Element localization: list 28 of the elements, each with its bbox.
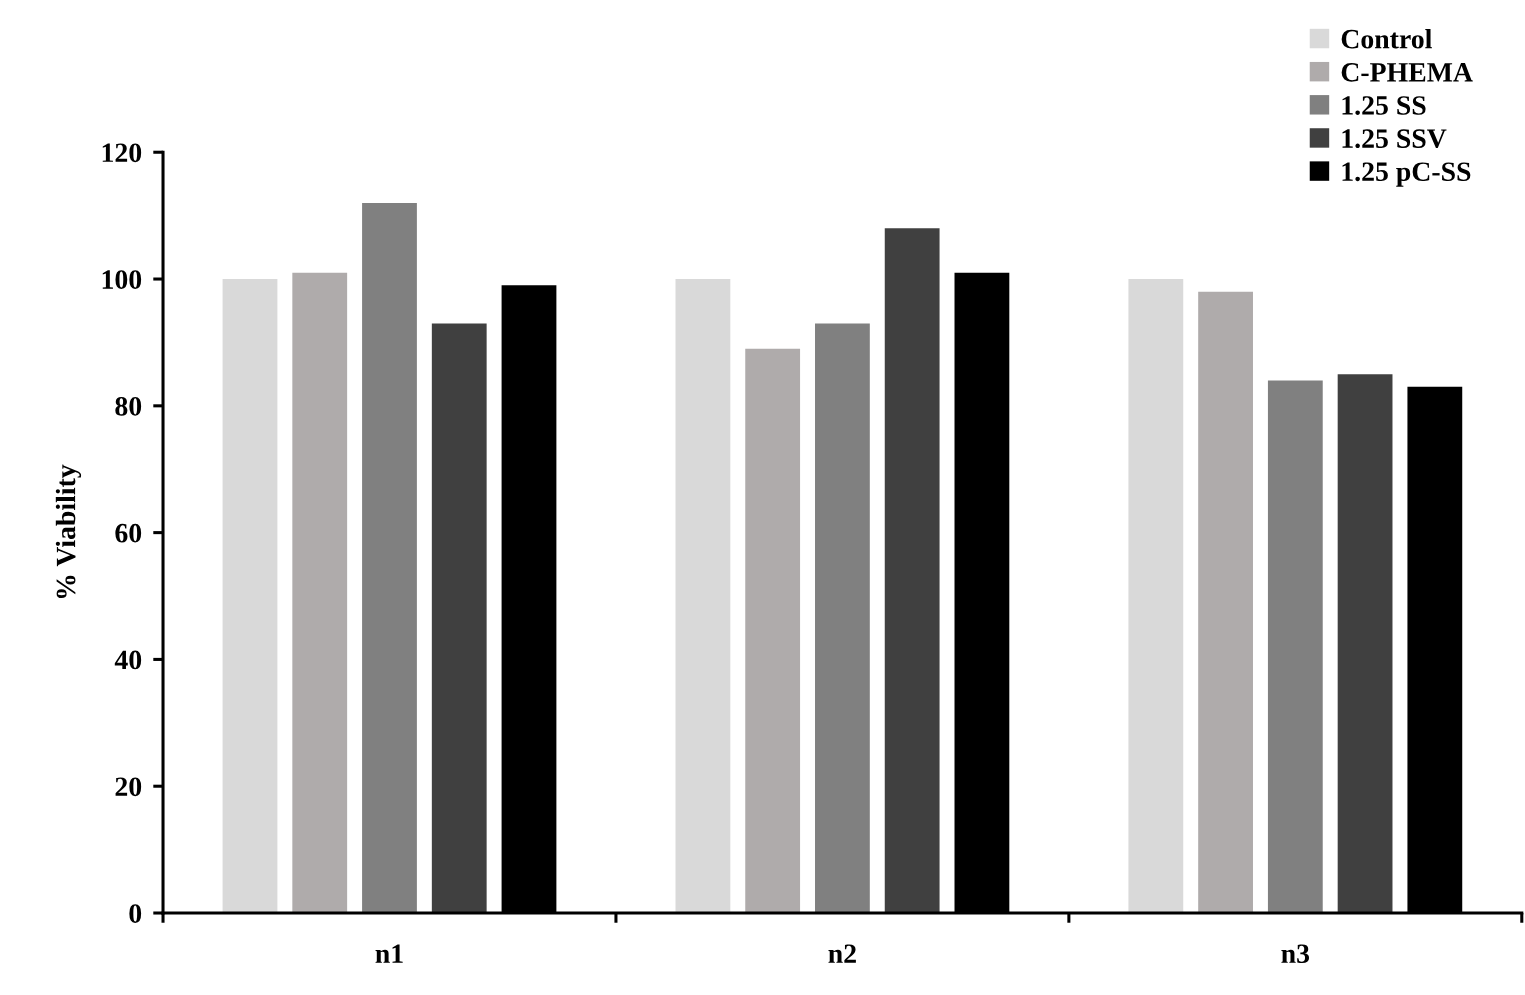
bar [1128,279,1184,914]
bar [1198,291,1253,914]
bar [431,323,487,914]
bar [884,228,940,914]
y-tick-label: 100 [102,270,142,289]
y-tick-label: 80 [115,396,142,416]
y-axis-title: % Viability [55,464,82,599]
legend-label: Control [1341,28,1432,49]
y-tick-label: 40 [114,650,142,670]
legend-label: 1.25 SSV [1342,129,1447,149]
y-tick-label: 20 [115,777,142,797]
y-tick-label: 0 [129,904,142,923]
bar [292,272,348,914]
bar [222,279,278,914]
y-tick-label: 120 [102,143,142,163]
legend-label: C-PHEMA [1341,63,1473,82]
x-tick-label: n1 [375,944,403,963]
bar [1267,380,1323,914]
bar [745,348,801,914]
legend-label: 1.25 pC-SS [1342,162,1471,187]
bar [1337,374,1393,914]
y-tick-label: 60 [115,523,142,543]
bar [362,202,417,914]
x-tick-label: n2 [828,944,856,963]
x-tick-label: n3 [1281,944,1310,964]
legend-label: 1.25 SS [1342,96,1426,115]
bar [675,279,731,914]
bar [815,323,870,914]
